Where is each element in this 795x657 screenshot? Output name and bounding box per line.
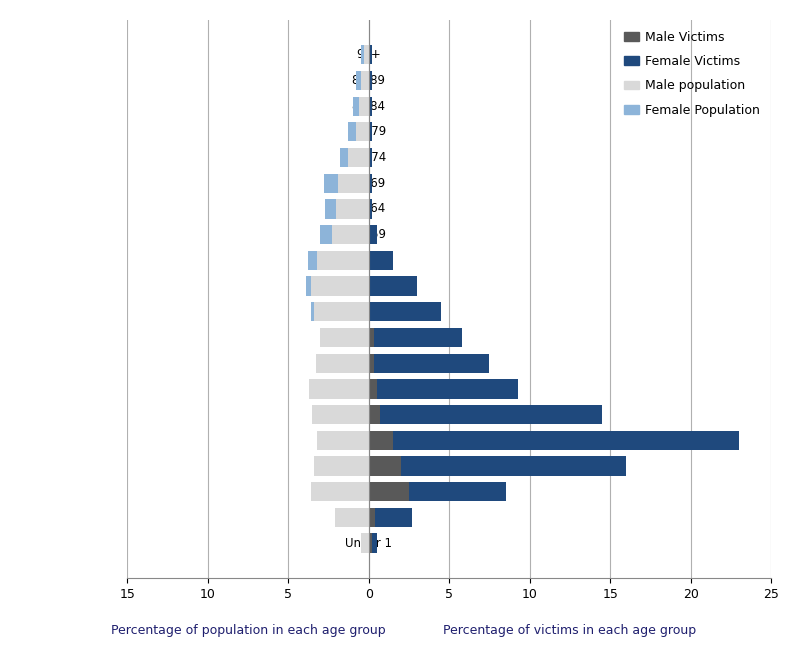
Bar bbox=[369, 97, 372, 116]
Bar bbox=[359, 97, 369, 116]
Bar bbox=[369, 457, 626, 476]
Legend: Male Victims, Female Victims, Male population, Female Population: Male Victims, Female Victims, Male popul… bbox=[619, 26, 765, 122]
Bar bbox=[369, 482, 506, 501]
Bar bbox=[369, 431, 739, 450]
Bar bbox=[325, 199, 369, 219]
Bar bbox=[317, 431, 369, 450]
Bar bbox=[369, 533, 377, 553]
Bar bbox=[312, 379, 369, 399]
Bar bbox=[336, 508, 369, 527]
Bar bbox=[320, 225, 369, 244]
Bar bbox=[369, 277, 417, 296]
Bar bbox=[306, 277, 369, 296]
Bar bbox=[361, 533, 369, 553]
Bar bbox=[369, 533, 372, 553]
Bar bbox=[320, 328, 369, 347]
Bar bbox=[352, 97, 369, 116]
Bar bbox=[311, 482, 369, 501]
Bar bbox=[369, 482, 409, 501]
Bar bbox=[332, 225, 369, 244]
Bar bbox=[336, 199, 369, 219]
Bar bbox=[364, 45, 369, 64]
Bar bbox=[311, 277, 369, 296]
Bar bbox=[369, 353, 490, 373]
Bar bbox=[369, 173, 372, 193]
Bar bbox=[347, 148, 369, 167]
Bar bbox=[369, 431, 393, 450]
Bar bbox=[369, 328, 374, 347]
Bar bbox=[361, 45, 369, 64]
Bar bbox=[347, 122, 369, 141]
Bar bbox=[369, 508, 412, 527]
Bar bbox=[369, 122, 372, 141]
Bar bbox=[369, 148, 372, 167]
Bar bbox=[369, 45, 372, 64]
Bar bbox=[308, 251, 369, 270]
Bar bbox=[311, 302, 369, 321]
Bar bbox=[314, 457, 369, 476]
Bar bbox=[369, 328, 462, 347]
Bar bbox=[361, 71, 369, 90]
Bar bbox=[312, 405, 369, 424]
Bar bbox=[369, 71, 372, 90]
Text: Percentage of victims in each age group: Percentage of victims in each age group bbox=[444, 624, 696, 637]
Bar bbox=[369, 302, 441, 321]
Bar bbox=[309, 379, 369, 399]
Bar bbox=[369, 199, 372, 219]
Bar bbox=[338, 173, 369, 193]
Bar bbox=[369, 405, 380, 424]
Bar bbox=[314, 302, 369, 321]
Bar bbox=[335, 508, 369, 527]
Bar bbox=[320, 328, 369, 347]
Bar bbox=[369, 225, 377, 244]
Bar bbox=[339, 148, 369, 167]
Bar bbox=[316, 405, 369, 424]
Bar bbox=[369, 405, 602, 424]
Bar bbox=[369, 457, 401, 476]
Bar bbox=[317, 457, 369, 476]
Bar bbox=[311, 482, 369, 501]
Bar bbox=[356, 71, 369, 90]
Bar bbox=[369, 251, 393, 270]
Text: Percentage of population in each age group: Percentage of population in each age gro… bbox=[111, 624, 386, 637]
Bar bbox=[369, 379, 518, 399]
Bar bbox=[356, 122, 369, 141]
Bar bbox=[361, 533, 369, 553]
Bar bbox=[369, 353, 374, 373]
Bar bbox=[319, 431, 369, 450]
Bar bbox=[316, 353, 369, 373]
Bar bbox=[317, 251, 369, 270]
Bar bbox=[324, 173, 369, 193]
Bar bbox=[316, 353, 369, 373]
Bar bbox=[369, 379, 377, 399]
Bar bbox=[369, 508, 375, 527]
